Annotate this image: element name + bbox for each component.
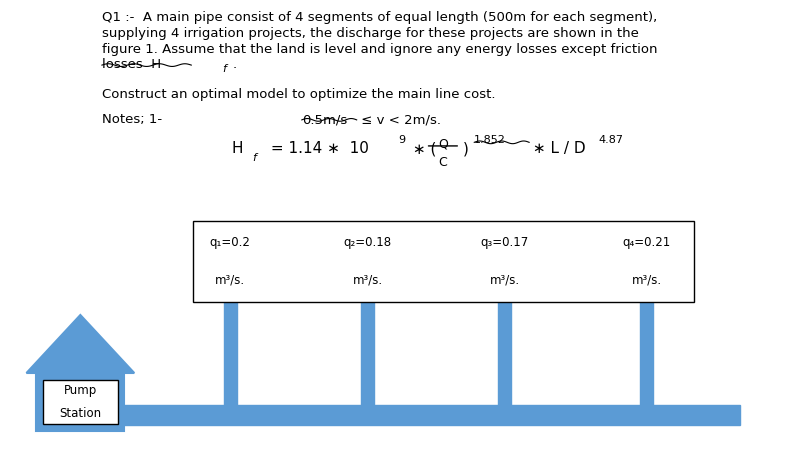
- Text: q₃=0.17: q₃=0.17: [481, 236, 529, 249]
- Bar: [36, 373, 125, 431]
- Text: supplying 4 irrigation projects, the discharge for these projects are shown in t: supplying 4 irrigation projects, the dis…: [102, 27, 638, 40]
- Text: m³/s.: m³/s.: [215, 273, 246, 286]
- Text: Q: Q: [438, 138, 448, 151]
- Text: Q1 :-  A main pipe consist of 4 segments of equal length (500m for each segment): Q1 :- A main pipe consist of 4 segments …: [102, 11, 657, 24]
- Text: Construct an optimal model to optimize the main line cost.: Construct an optimal model to optimize t…: [102, 88, 495, 101]
- Text: ≤ v < 2m/s.: ≤ v < 2m/s.: [357, 113, 441, 126]
- Text: q₁=0.2: q₁=0.2: [210, 236, 250, 249]
- Text: q₄=0.21: q₄=0.21: [622, 236, 671, 249]
- Text: losses  H: losses H: [102, 58, 161, 71]
- Text: q₂=0.18: q₂=0.18: [343, 236, 391, 249]
- Bar: [640, 299, 653, 405]
- Text: m³/s.: m³/s.: [352, 273, 382, 286]
- Text: 4.87: 4.87: [598, 135, 623, 145]
- Text: figure 1. Assume that the land is level and ignore any energy losses except fric: figure 1. Assume that the land is level …: [102, 43, 658, 56]
- Bar: [498, 299, 511, 405]
- Text: ∗ (: ∗ (: [409, 141, 437, 156]
- Polygon shape: [26, 315, 134, 373]
- Bar: [361, 299, 374, 405]
- Text: Station: Station: [59, 407, 102, 420]
- Text: H: H: [231, 141, 242, 156]
- Text: ): ): [462, 141, 468, 156]
- Text: f: f: [222, 64, 226, 74]
- Text: 9: 9: [398, 135, 406, 145]
- Text: m³/s.: m³/s.: [490, 273, 520, 286]
- Text: Notes; 1-: Notes; 1-: [102, 113, 162, 126]
- Text: = 1.14 ∗  10: = 1.14 ∗ 10: [266, 141, 369, 156]
- Bar: [224, 299, 237, 405]
- Bar: [43, 380, 118, 424]
- Text: 0.5m/s: 0.5m/s: [302, 113, 347, 126]
- Text: m³/s.: m³/s.: [632, 273, 662, 286]
- Text: Pump: Pump: [64, 384, 97, 397]
- Bar: [125, 405, 740, 425]
- Text: f: f: [253, 153, 256, 163]
- Text: 1.852: 1.852: [474, 135, 506, 145]
- Text: .: .: [233, 58, 237, 71]
- Bar: [193, 221, 694, 302]
- Text: C: C: [438, 156, 447, 169]
- Text: ∗ L / D: ∗ L / D: [527, 141, 585, 156]
